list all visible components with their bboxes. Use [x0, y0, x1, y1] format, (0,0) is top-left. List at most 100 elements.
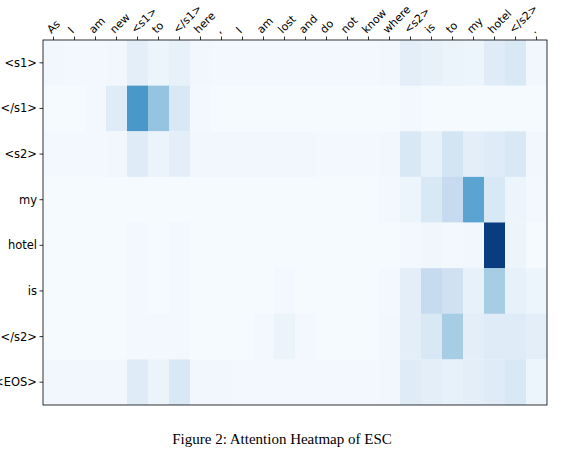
cell — [463, 268, 484, 314]
cell — [85, 131, 106, 177]
x-label: am — [254, 15, 276, 37]
y-label: hotel — [8, 238, 37, 252]
cell — [505, 177, 526, 223]
cell — [232, 268, 253, 314]
cell — [232, 131, 253, 177]
cell — [64, 223, 85, 269]
y-tick — [40, 154, 44, 155]
x-tick — [410, 37, 411, 41]
cell — [316, 131, 337, 177]
y-label: is — [28, 284, 37, 298]
cell — [274, 359, 295, 405]
y-tick — [40, 245, 44, 246]
x-tick — [116, 37, 117, 41]
x-tick — [74, 37, 75, 41]
cell — [442, 359, 463, 405]
x-label: here — [191, 9, 218, 36]
cell — [64, 268, 85, 314]
cell — [127, 40, 148, 86]
cell — [337, 40, 358, 86]
cell — [295, 359, 316, 405]
cell — [442, 86, 463, 132]
cell — [211, 359, 232, 405]
cell — [295, 86, 316, 132]
cell — [64, 86, 85, 132]
x-tick — [494, 37, 495, 41]
cell — [274, 268, 295, 314]
cell — [148, 40, 169, 86]
cell — [148, 177, 169, 223]
cell — [379, 40, 400, 86]
cell — [211, 268, 232, 314]
x-tick — [137, 37, 138, 41]
x-tick — [179, 37, 180, 41]
cell — [379, 177, 400, 223]
cell — [379, 86, 400, 132]
cell — [358, 131, 379, 177]
cell — [442, 223, 463, 269]
cell — [253, 40, 274, 86]
cell — [169, 86, 190, 132]
cell — [190, 359, 211, 405]
cell — [106, 40, 127, 86]
cell — [274, 40, 295, 86]
cell — [358, 40, 379, 86]
x-tick — [326, 37, 327, 41]
cell — [274, 314, 295, 360]
cell — [253, 268, 274, 314]
y-label: <s2> — [4, 147, 37, 161]
cell — [505, 268, 526, 314]
cell — [190, 268, 211, 314]
cell — [358, 359, 379, 405]
y-tick — [40, 336, 44, 337]
cell — [85, 314, 106, 360]
cell — [463, 131, 484, 177]
x-tick — [536, 37, 537, 41]
cell — [379, 359, 400, 405]
x-label: , — [212, 24, 224, 36]
cell — [127, 86, 148, 132]
x-tick — [431, 37, 432, 41]
cell — [337, 223, 358, 269]
cell — [295, 40, 316, 86]
cell — [295, 131, 316, 177]
cell — [169, 177, 190, 223]
cell — [337, 177, 358, 223]
cell — [253, 314, 274, 360]
cell — [463, 359, 484, 405]
cell — [64, 359, 85, 405]
cell — [379, 131, 400, 177]
cell — [421, 86, 442, 132]
y-label: </s2> — [1, 330, 37, 344]
cell — [400, 177, 421, 223]
cell — [484, 177, 505, 223]
x-label: new — [107, 11, 132, 36]
cell — [442, 131, 463, 177]
cell — [211, 223, 232, 269]
cell — [106, 314, 127, 360]
x-tick — [242, 37, 243, 41]
caption: Figure 2: Attention Heatmap of ESC — [172, 431, 392, 447]
cell — [442, 268, 463, 314]
y-label: <EOS> — [0, 375, 37, 389]
x-label: and — [296, 12, 320, 36]
cell — [232, 314, 253, 360]
cell — [442, 40, 463, 86]
cell — [190, 86, 211, 132]
cell — [400, 86, 421, 132]
cell — [274, 223, 295, 269]
cell — [421, 359, 442, 405]
cell — [85, 268, 106, 314]
cell — [211, 131, 232, 177]
cell — [106, 268, 127, 314]
cell — [190, 131, 211, 177]
cell — [421, 223, 442, 269]
x-label: I — [233, 25, 244, 36]
y-tick — [40, 62, 44, 63]
cell — [463, 314, 484, 360]
x-label: lost — [275, 12, 299, 36]
cell — [148, 131, 169, 177]
cell — [358, 86, 379, 132]
x-label: As — [44, 17, 63, 36]
cell — [526, 131, 547, 177]
